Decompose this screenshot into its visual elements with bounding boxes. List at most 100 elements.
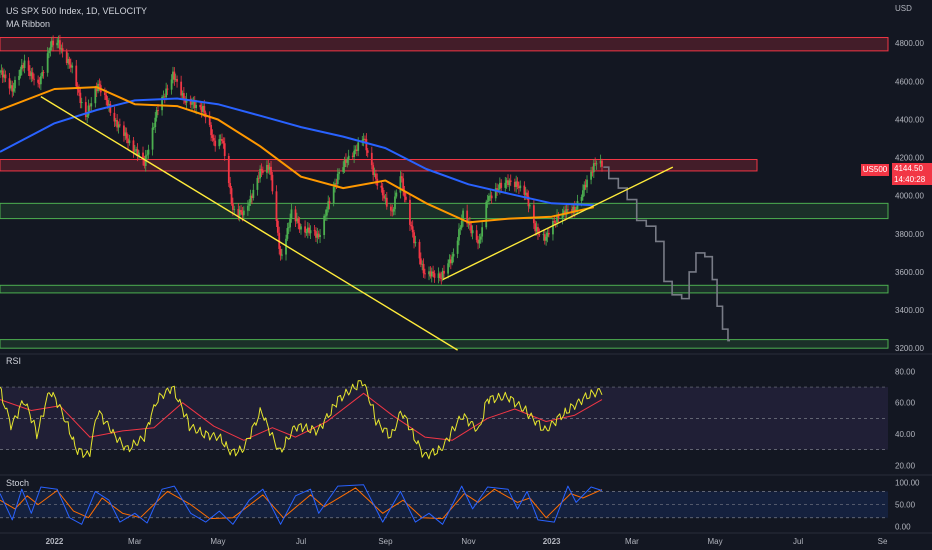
candle-up — [471, 230, 474, 234]
candle-down — [443, 270, 445, 274]
candle-down — [166, 88, 169, 90]
candle-up — [428, 271, 430, 275]
candle-down — [317, 233, 320, 238]
price-tick-label: 4000.00 — [895, 192, 924, 201]
candle-down — [98, 83, 101, 86]
candle-down — [424, 273, 426, 275]
candle-down — [410, 224, 413, 227]
candle-up — [285, 238, 287, 255]
time-tick-label: Jul — [793, 537, 803, 546]
candle-down — [223, 143, 226, 156]
rsi-pane — [0, 380, 888, 460]
currency-label: USD — [895, 4, 912, 13]
candle-down — [573, 206, 576, 212]
candle-down — [199, 105, 202, 108]
candle-up — [0, 70, 3, 72]
candle-down — [391, 210, 394, 212]
candle-up — [155, 110, 158, 118]
candle-up — [124, 132, 127, 136]
candle-down — [439, 273, 441, 279]
candle-down — [237, 209, 240, 216]
candle-up — [161, 96, 163, 111]
candle-up — [57, 40, 60, 43]
candle-up — [48, 50, 50, 54]
candle-down — [507, 180, 509, 186]
candle-down — [125, 132, 128, 139]
candle-down — [279, 248, 282, 256]
candle-down — [538, 233, 541, 235]
price-tick-label: 3600.00 — [895, 268, 924, 277]
candle-down — [222, 141, 225, 144]
candle-down — [203, 105, 206, 113]
candle-up — [508, 180, 511, 186]
time-tick-label: May — [707, 537, 722, 546]
candle-up — [289, 218, 291, 228]
candle-down — [404, 196, 407, 200]
last-price-tag: 4144.50 14:40:28 — [892, 163, 932, 185]
candle-up — [133, 150, 136, 152]
time-tick-label: 2022 — [46, 537, 64, 546]
candle-down — [229, 183, 232, 189]
candle-down — [543, 234, 546, 241]
candle-down — [297, 218, 300, 224]
candle-down — [490, 195, 493, 199]
candle-down — [103, 92, 106, 95]
candle-up — [414, 241, 417, 244]
candle-up — [67, 58, 69, 64]
candle-up — [23, 60, 26, 69]
candle-up — [259, 168, 262, 179]
candle-up — [20, 65, 23, 70]
candle-up — [479, 236, 482, 240]
candle-down — [84, 102, 87, 117]
candle-up — [306, 227, 309, 233]
candle-down — [345, 159, 347, 163]
candle-up — [565, 208, 568, 215]
candle-up — [114, 120, 117, 122]
candle-up — [362, 138, 365, 141]
candle-down — [221, 139, 223, 142]
candle-up — [56, 42, 59, 46]
candle-up — [497, 188, 500, 190]
candle-down — [294, 209, 297, 222]
candle-up — [485, 201, 488, 228]
candle-down — [38, 82, 41, 85]
candle-down — [27, 60, 30, 71]
candle-up — [90, 103, 93, 107]
candle-down — [59, 40, 61, 50]
candle-up — [80, 102, 83, 104]
candle-down — [370, 152, 373, 166]
candle-down — [380, 185, 383, 188]
candle-down — [429, 271, 432, 277]
candle-up — [71, 65, 74, 68]
price-tick-label: 3400.00 — [895, 306, 924, 315]
candle-up — [256, 177, 259, 190]
candle-up — [202, 105, 204, 112]
candle-up — [332, 187, 335, 204]
candle-up — [14, 79, 16, 89]
candle-up — [447, 263, 449, 274]
candle-up — [528, 205, 531, 207]
candle-down — [211, 135, 214, 138]
symbol-badge: US500 — [861, 164, 889, 176]
candle-up — [462, 210, 464, 221]
candle-down — [527, 196, 530, 207]
candle-up — [147, 149, 150, 155]
candle-up — [459, 227, 462, 230]
candle-down — [466, 210, 469, 224]
candle-up — [437, 273, 440, 278]
candle-up — [354, 149, 357, 151]
trendline-up — [442, 166, 674, 281]
candle-down — [591, 171, 594, 173]
time-tick-label: Nov — [461, 537, 475, 546]
candle-down — [385, 197, 388, 207]
candle-up — [9, 85, 12, 89]
candle-up — [336, 173, 339, 185]
candle-down — [163, 96, 166, 98]
candle-down — [157, 110, 159, 111]
candle-up — [327, 201, 330, 210]
candle-up — [451, 256, 454, 264]
candle-up — [286, 228, 289, 239]
candle-up — [296, 218, 298, 222]
candle-down — [513, 181, 516, 187]
